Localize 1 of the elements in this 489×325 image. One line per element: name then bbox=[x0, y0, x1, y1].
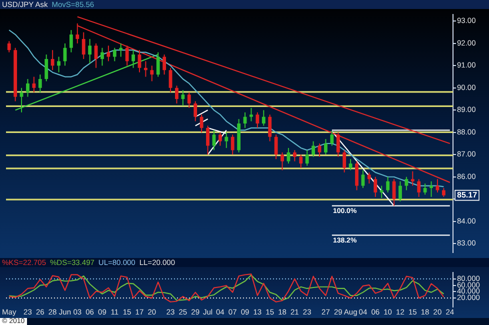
annotation: 85.17 bbox=[457, 190, 478, 200]
